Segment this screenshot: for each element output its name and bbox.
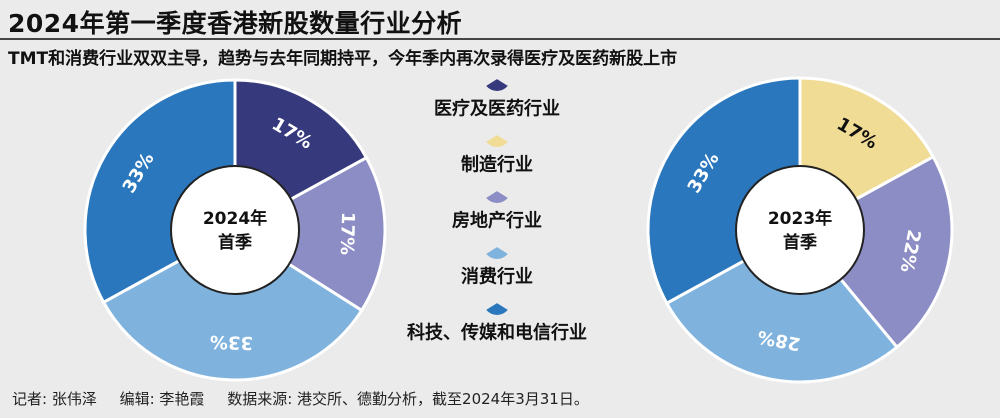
donut-slice xyxy=(797,154,954,350)
legend-swatch xyxy=(486,79,508,92)
editor-credit: 编辑: 李艳霞 xyxy=(119,390,205,408)
legend-swatch xyxy=(486,191,508,203)
legend-swatch xyxy=(486,303,508,316)
legend-label: 房地产行业 xyxy=(452,210,542,232)
legend-label: 医疗及医药行业 xyxy=(434,98,560,120)
legend-label: 科技、传媒和电信行业 xyxy=(407,322,587,344)
donut-center-label: 2024年 xyxy=(203,208,267,229)
legend-label: 消费行业 xyxy=(461,266,533,288)
slice-data-label: 33% xyxy=(210,331,254,353)
title-divider xyxy=(0,38,1000,40)
donut-center-label: 2023年 xyxy=(768,208,832,229)
legend-swatch xyxy=(486,247,508,259)
chart-subtitle: TMT和消费行业双双主导，趋势与去年同期持平，今年季内再次录得医疗及医药新股上市 xyxy=(8,49,678,69)
reporter-credit: 记者: 张伟泽 xyxy=(12,390,97,408)
legend-swatch xyxy=(486,135,508,148)
donut-slice xyxy=(232,155,387,313)
donut-center xyxy=(735,165,865,295)
donut-center-label: 首季 xyxy=(783,232,817,253)
slice-data-label: 17% xyxy=(336,212,358,256)
chart-title: 2024年第一季度香港新股数量行业分析 xyxy=(8,9,463,38)
legend-label: 制造行业 xyxy=(461,154,533,176)
donut-center-label: 首季 xyxy=(218,232,252,253)
data-source: 数据来源: 港交所、德勤分析，截至2024年3月31日。 xyxy=(227,390,589,408)
donut-slice xyxy=(664,228,900,384)
donut-center xyxy=(170,165,300,295)
footer-credits: 记者: 张伟泽 编辑: 李艳霞 数据来源: 港交所、德勤分析，截至2024年3月… xyxy=(12,388,607,409)
